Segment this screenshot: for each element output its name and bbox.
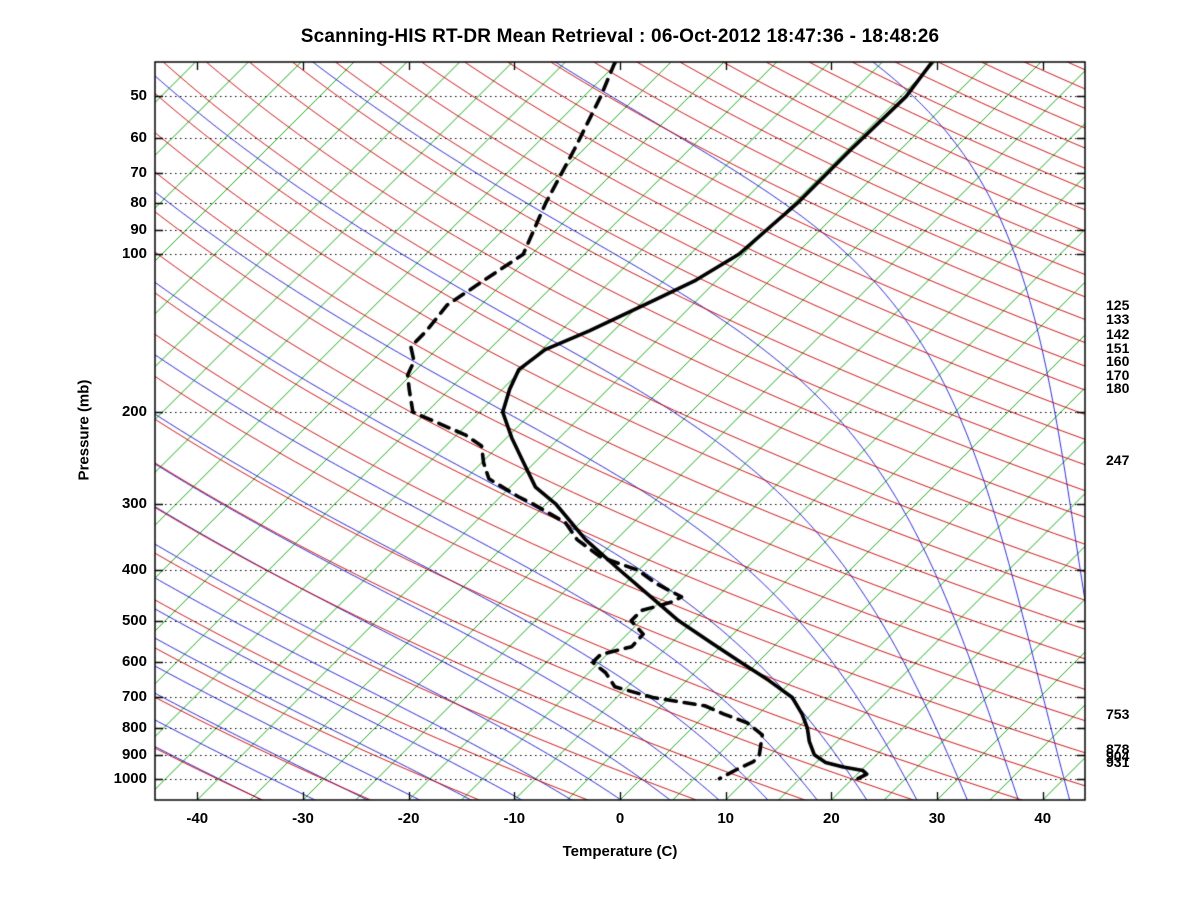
retrieval-level-label: 878 [1106, 741, 1130, 758]
retrieval-level-label: 931 [1106, 754, 1130, 771]
retrieval-level-label: 151 [1106, 340, 1130, 357]
retrieval-level-label: 904 [1106, 747, 1130, 764]
y-tick-label: 300 [121, 495, 147, 513]
x-tick-label: 20 [823, 810, 840, 827]
x-tick-label: 0 [615, 810, 625, 827]
retrieval-level-label: 170 [1106, 367, 1130, 384]
y-tick-label: 200 [121, 403, 147, 421]
x-tick-label: -20 [397, 810, 420, 827]
retrieval-level-label: 133 [1106, 311, 1130, 328]
y-tick-label: 50 [130, 87, 147, 105]
y-axis-label: Pressure (mb) [75, 379, 93, 481]
chart-title: Scanning-HIS RT-DR Mean Retrieval : 06-O… [300, 26, 940, 47]
x-tick-label: 40 [1034, 810, 1052, 827]
x-tick-label: -10 [503, 810, 526, 827]
retrieval-level-label: 142 [1106, 326, 1130, 343]
x-tick-label: 30 [928, 810, 946, 827]
y-tick-label: 700 [121, 688, 147, 706]
y-tick-label: 60 [130, 128, 147, 146]
retrieval-level-label: 247 [1106, 452, 1130, 469]
x-tick-label: -30 [292, 810, 314, 827]
retrieval-level-label: 753 [1106, 706, 1130, 723]
y-tick-label: 90 [130, 221, 147, 239]
y-tick-label: 500 [121, 611, 147, 629]
y-tick-label: 800 [121, 718, 147, 736]
x-tick-label: 10 [717, 810, 735, 827]
retrieval-level-label: 160 [1106, 353, 1130, 370]
retrieval-level-label: 180 [1106, 380, 1130, 397]
y-tick-label: 70 [130, 163, 147, 181]
y-tick-label: 80 [130, 194, 147, 212]
y-tick-label: 100 [121, 245, 147, 263]
y-tick-label: 900 [121, 745, 147, 763]
retrieval-level-label: 125 [1106, 297, 1130, 314]
x-tick-label: -40 [186, 810, 209, 827]
y-tick-label: 1000 [113, 769, 147, 787]
y-tick-label: 400 [121, 560, 147, 578]
x-axis-label: Temperature (C) [562, 843, 678, 860]
y-tick-label: 600 [121, 653, 147, 671]
